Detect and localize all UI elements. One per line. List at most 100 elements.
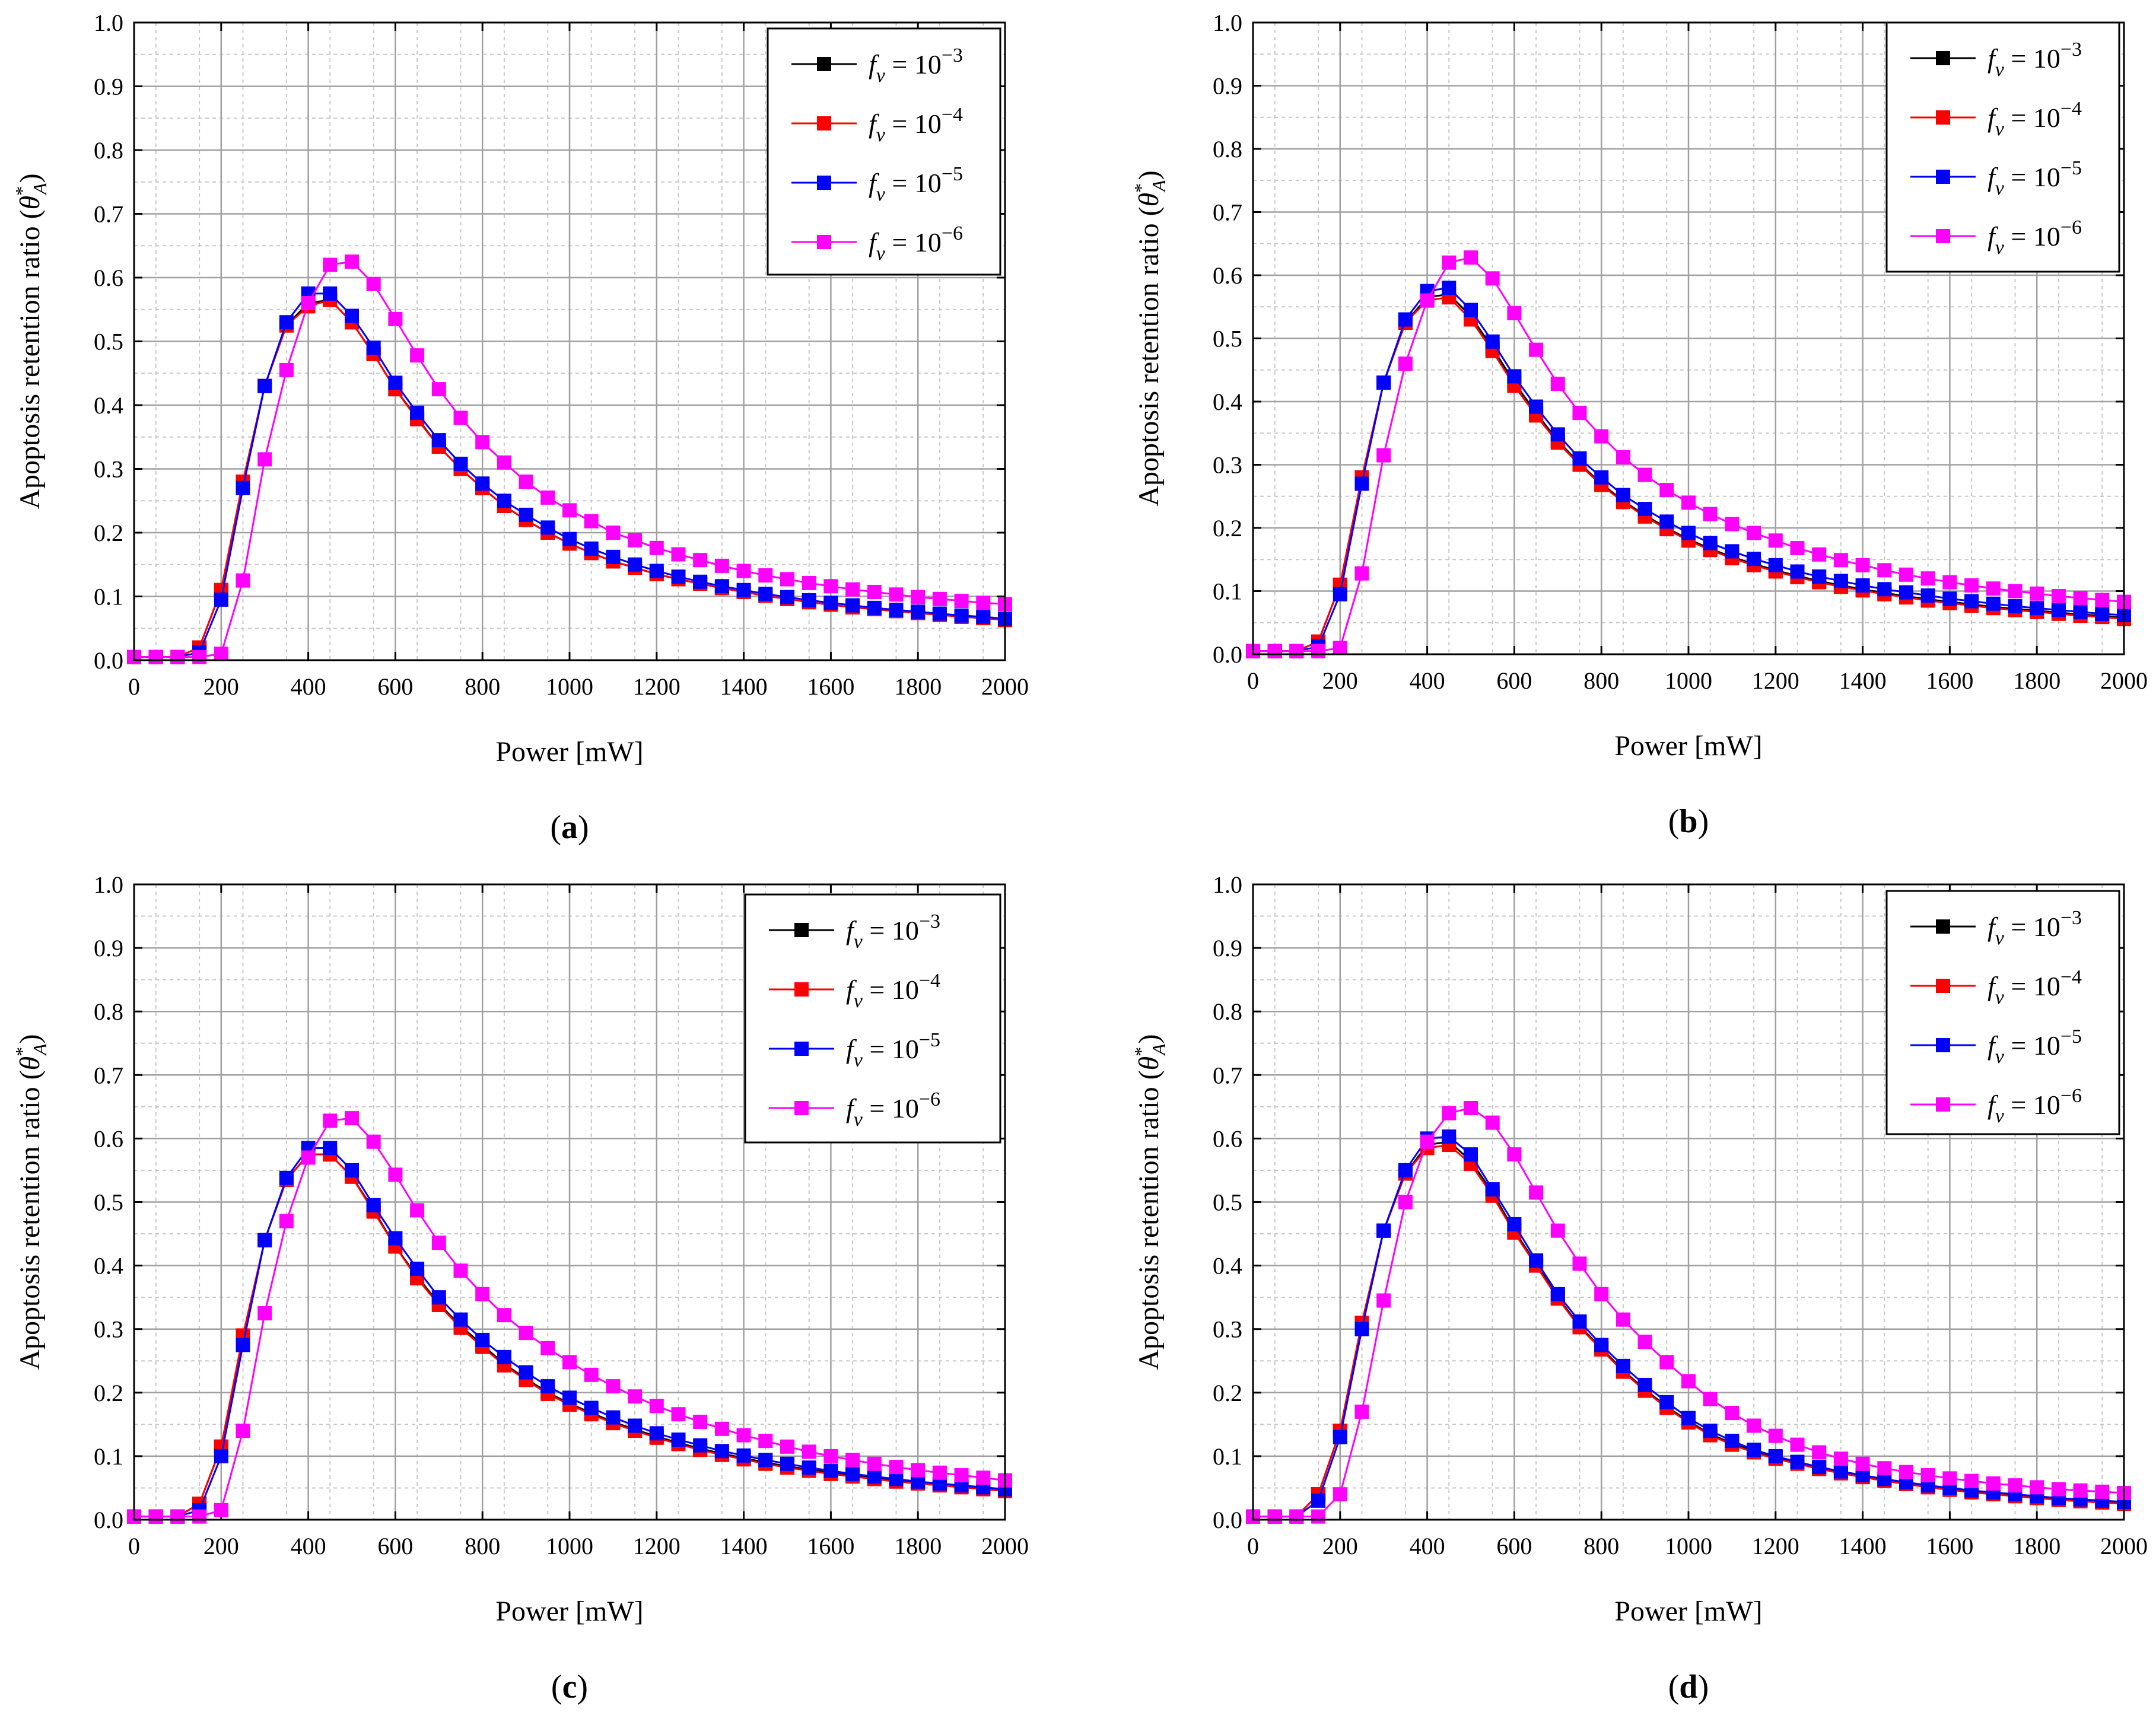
data-point-magenta [214,647,228,661]
data-point-blue [1703,1424,1718,1438]
x-tick-label: 2000 [2100,1533,2148,1559]
data-point-magenta [1725,517,1740,531]
x-tick-label: 400 [291,673,326,700]
data-point-blue [1550,1287,1565,1301]
data-point-magenta [410,348,425,363]
data-point-blue [431,1290,446,1305]
panel-caption: (b) [1668,803,1709,840]
data-point-blue [1986,596,2001,611]
x-tick-label: 1000 [546,1533,593,1559]
x-tick-label: 1400 [720,1533,768,1559]
x-tick-label: 200 [203,1533,239,1559]
legend-entry-label: fv = 10−3 [1988,907,2082,949]
data-point-magenta [192,1509,207,1524]
data-point-magenta [649,540,664,555]
data-point-blue [1659,514,1674,529]
data-point-magenta [1376,448,1391,463]
data-point-blue [671,1432,686,1447]
data-point-blue [867,1469,882,1484]
data-point-magenta [540,1341,555,1355]
chart-panel-c: 0 200 400 600 800 1000 1200 1400 1600 1800 2000 0.0… [11,871,1029,1705]
data-point-blue [562,531,577,546]
data-point-blue [802,1460,816,1475]
data-point-magenta [671,1407,686,1422]
y-tick-label: 0.7 [1213,1062,1242,1088]
legend-marker-magenta [1936,229,1950,243]
y-tick-label: 1.0 [94,871,123,898]
y-axis-label: Apoptosis retention ratio (θ*A) [11,1034,50,1370]
legend: fv = 10−3fv = 10−4fv = 10−5fv = 10−6 [744,893,1001,1144]
y-tick-label: 0.4 [94,1253,123,1279]
legend-marker-red [1936,979,1950,993]
data-point-magenta [1964,578,1979,593]
data-point-blue [2030,601,2044,616]
chart-panel-d: 0 200 400 600 800 1000 1200 1400 1600 1800 2000 0.0… [1130,871,2148,1705]
y-tick-label: 0.4 [94,392,123,419]
data-point-magenta [1659,1355,1674,1370]
y-tick-label: 0.1 [94,584,123,610]
x-tick-label: 1600 [807,673,854,700]
data-point-blue [1594,1338,1609,1352]
x-tick-label: 1600 [1926,1533,1973,1559]
y-tick-label: 0.8 [1213,998,1242,1025]
data-point-blue [519,1365,533,1380]
data-point-magenta [170,650,185,664]
data-point-magenta [1637,1335,1652,1349]
legend-marker-black [794,923,809,937]
data-point-blue [1855,578,1870,593]
data-point-magenta [1572,1256,1587,1271]
data-point-blue [889,603,904,617]
y-tick-label: 0.7 [94,1062,123,1088]
legend-marker-red [817,116,831,130]
x-tick-label: 2000 [2100,667,2148,694]
data-point-magenta [2095,593,2110,607]
data-point-blue [1703,536,1718,550]
panel-caption: (c) [551,1669,588,1705]
data-point-magenta [889,587,904,602]
x-tick-label: 1000 [1665,667,1712,694]
data-point-blue [628,557,643,572]
legend-marker-red [794,982,809,997]
y-tick-label: 0.9 [94,74,123,100]
y-axis-label: Apoptosis retention ratio (θ*A) [11,173,50,509]
y-tick-label: 0.2 [1213,515,1242,542]
y-tick-label: 0.6 [94,265,123,291]
data-point-magenta [366,1134,381,1149]
data-point-blue [758,1453,773,1467]
data-point-magenta [1942,575,1957,590]
data-point-magenta [693,1415,708,1430]
data-point-magenta [780,1439,794,1454]
data-point-magenta [1442,1106,1457,1120]
data-point-blue [1398,312,1413,327]
data-point-blue [257,378,272,393]
data-point-magenta [1550,377,1565,391]
data-point-magenta [1986,1476,2001,1491]
data-point-magenta [257,1306,272,1320]
data-point-magenta [845,1453,860,1467]
x-tick-label: 600 [377,1533,413,1559]
data-point-magenta [1594,1287,1609,1301]
data-point-blue [453,1312,468,1327]
x-tick-label: 800 [465,673,500,700]
x-tick-label: 800 [465,1533,500,1559]
data-point-magenta [192,650,207,664]
data-point-blue [1920,588,1935,603]
x-tick-label: 1000 [1665,1533,1712,1559]
x-axis-label: Power [mW] [1614,1596,1762,1627]
data-point-magenta [2051,589,2066,604]
data-point-magenta [2095,1484,2110,1499]
data-point-magenta [366,276,381,291]
data-point-magenta [2008,1478,2023,1493]
legend-marker-black [1936,919,1950,934]
x-tick-label: 200 [203,673,239,700]
data-point-magenta [497,1308,511,1323]
y-tick-label: 0.6 [1213,262,1242,289]
x-tick-label: 1600 [807,1533,854,1559]
data-point-blue [366,1198,381,1212]
legend-marker-black [1936,51,1950,65]
data-point-blue [345,308,359,323]
data-point-magenta [780,572,794,587]
data-point-magenta [236,1424,250,1438]
data-point-magenta [301,296,316,310]
data-point-magenta [1333,641,1347,655]
